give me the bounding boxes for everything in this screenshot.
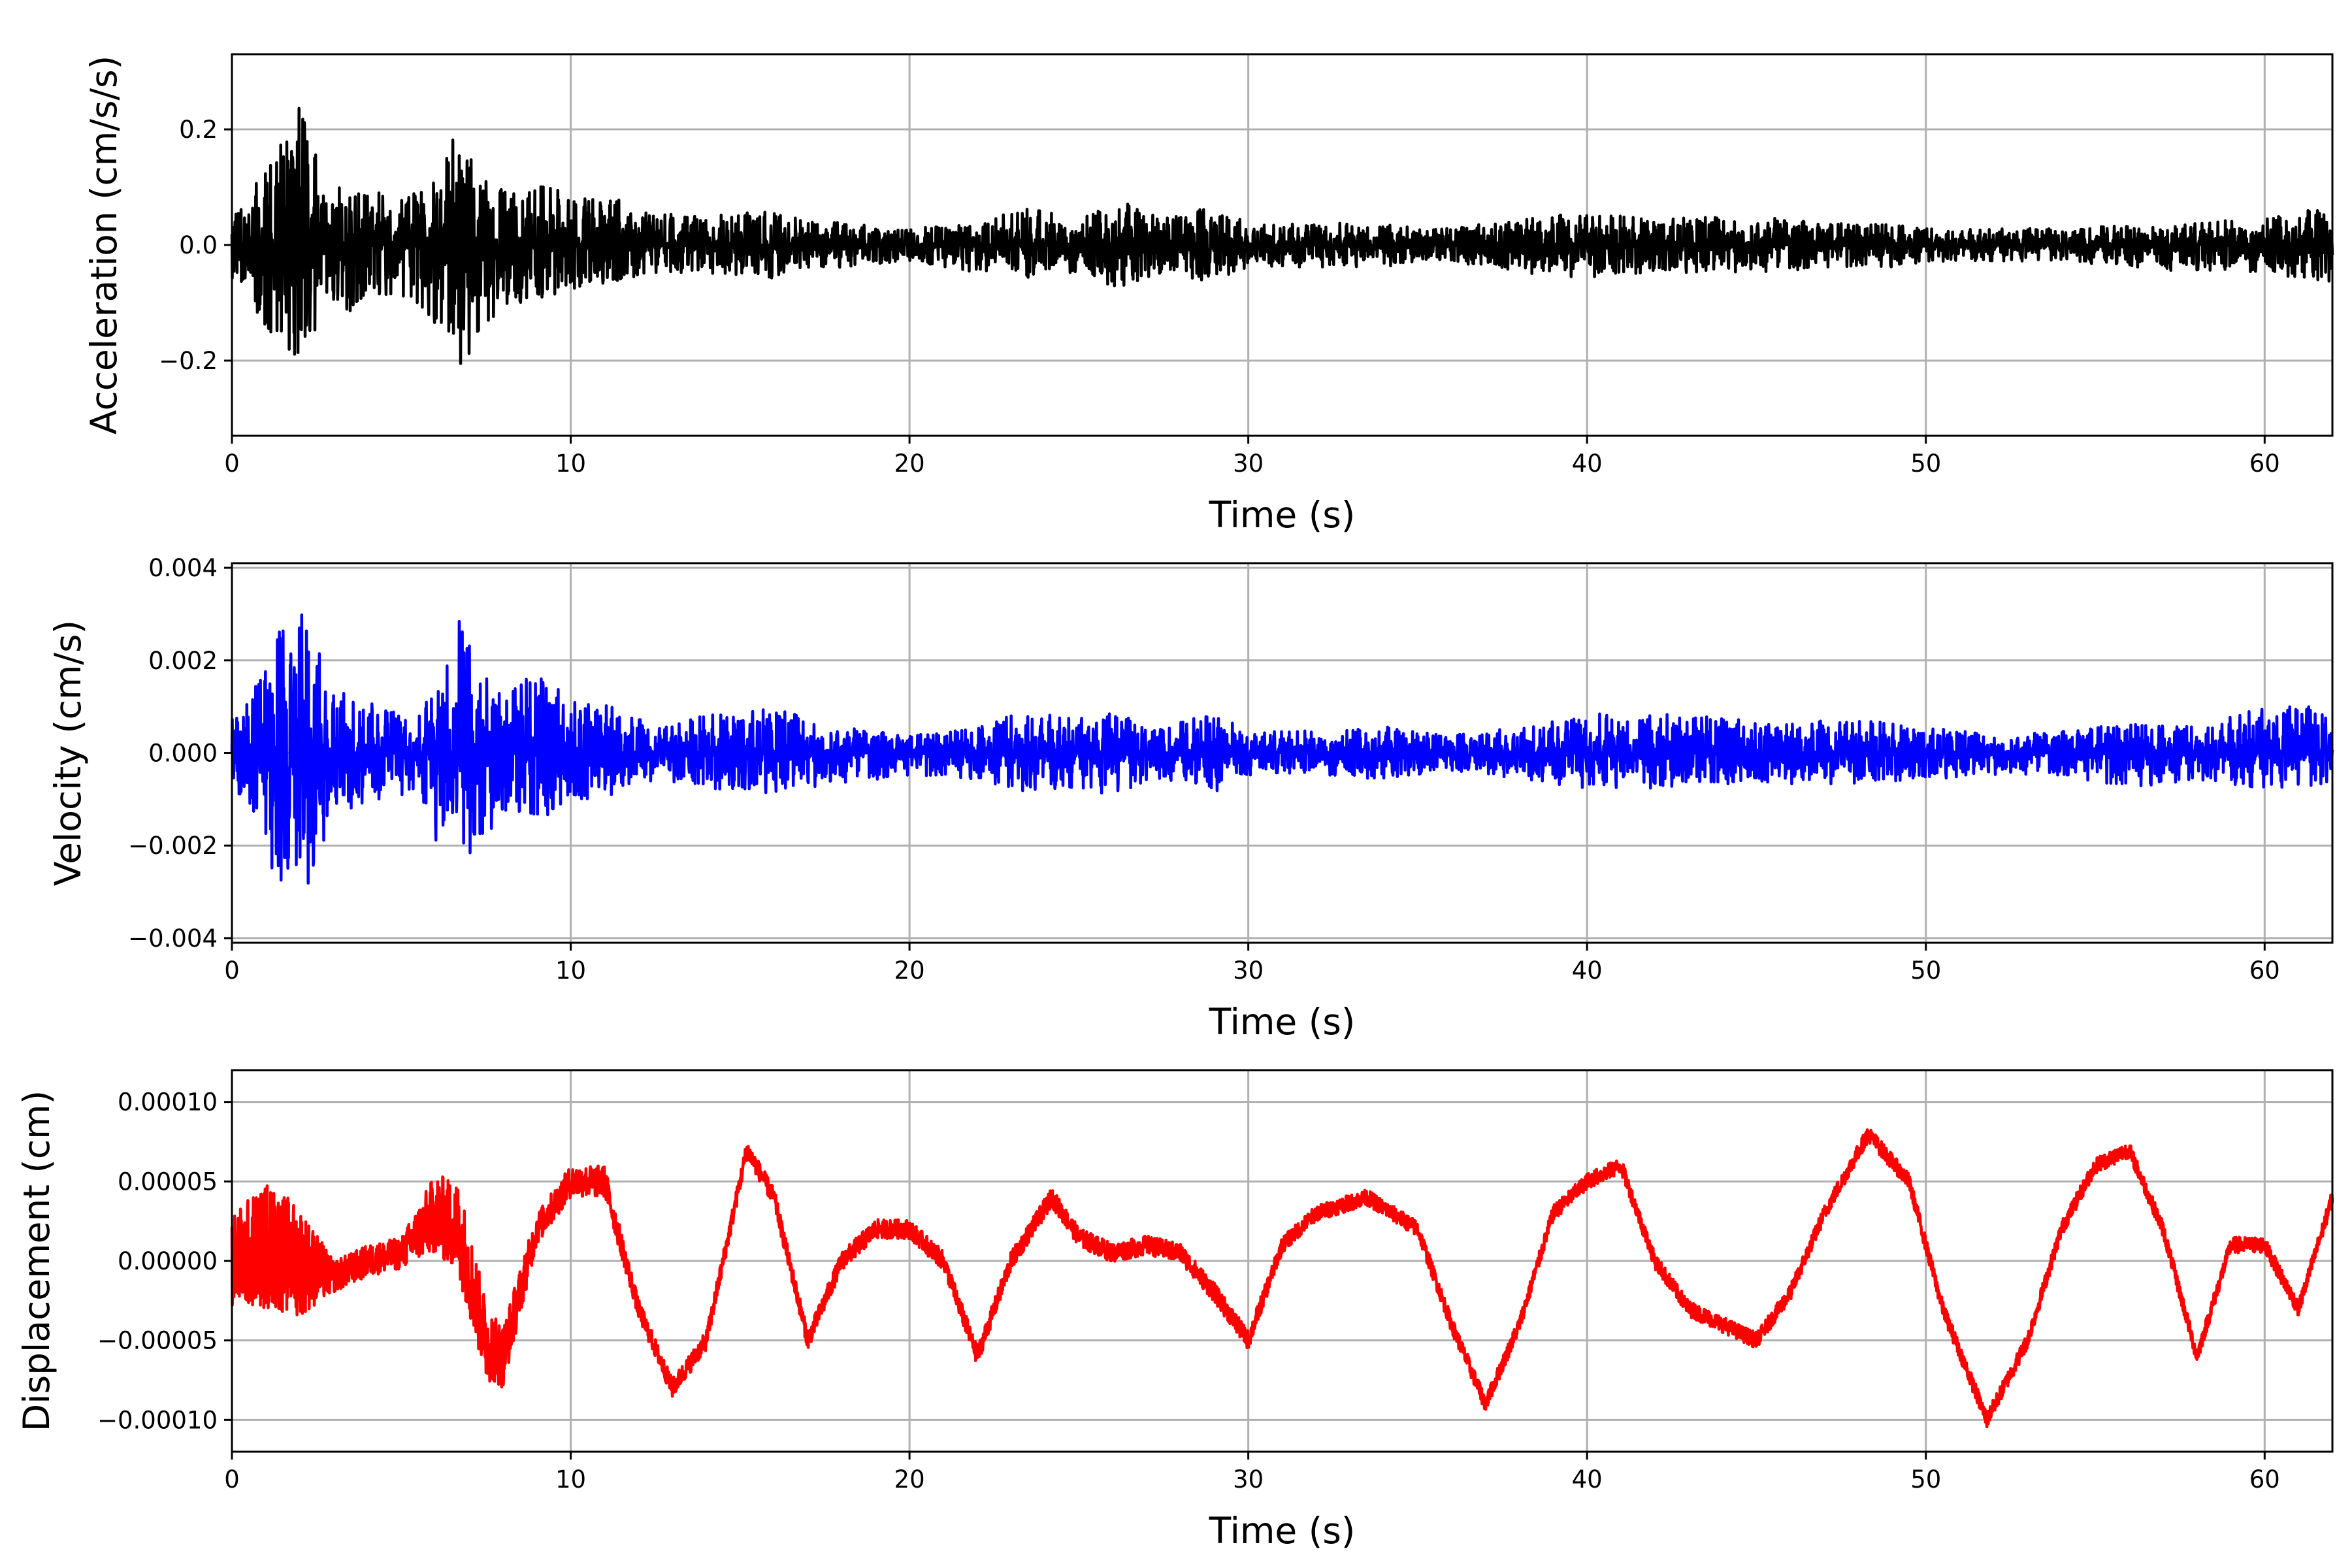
displacement-ytick-label: −0.00010 [97, 1406, 218, 1434]
displacement-xtick-label: 20 [894, 1465, 925, 1494]
acceleration-xtick-label: 50 [1910, 449, 1941, 478]
acceleration-xtick-label: 20 [894, 449, 925, 478]
acceleration-xtick-label: 40 [1572, 449, 1603, 478]
velocity-xtick-label: 20 [894, 956, 925, 985]
displacement-xtick-label: 10 [555, 1465, 586, 1494]
velocity-ytick-label: −0.002 [128, 832, 218, 860]
velocity-xtick-label: 0 [224, 956, 240, 985]
displacement-ytick-label: 0.00005 [118, 1168, 218, 1196]
displacement-xtick-label: 50 [1910, 1465, 1941, 1494]
acceleration-ytick-label: 0.0 [179, 231, 218, 259]
acceleration-y-axis-label: Acceleration (cm/s/s) [83, 56, 125, 434]
displacement-ytick-label: −0.00005 [97, 1327, 218, 1355]
acceleration-xtick-label: 10 [555, 449, 586, 478]
velocity-xtick-label: 40 [1572, 956, 1603, 985]
velocity-ytick-label: 0.004 [148, 554, 218, 582]
velocity-ytick-label: 0.002 [148, 647, 218, 675]
displacement-xtick-label: 40 [1572, 1465, 1603, 1494]
velocity-y-axis-label: Velocity (cm/s) [47, 620, 89, 886]
displacement-trace [230, 1128, 2334, 1429]
displacement-xtick-label: 0 [224, 1465, 240, 1494]
displacement-x-axis-label: Time (s) [1209, 1510, 1356, 1552]
acceleration-panel: 0 10 20 30 40 50 60 −0.2 0.0 0.2 Time (s) Accelerat… [83, 53, 2334, 536]
acceleration-ytick-label: 0.2 [179, 116, 218, 144]
velocity-ytick-label: 0.000 [148, 740, 218, 768]
velocity-panel: 0 10 20 30 40 50 60 −0.004 −0.002 0.000 0.002 0.004… [47, 554, 2334, 1043]
displacement-ytick-label: 0.00010 [118, 1088, 218, 1117]
velocity-xtick-label: 10 [555, 956, 586, 985]
acceleration-xtick-label: 30 [1233, 449, 1264, 478]
velocity-x-axis-label: Time (s) [1209, 1001, 1356, 1043]
displacement-ytick-label: 0.00000 [118, 1247, 218, 1275]
displacement-xtick-label: 30 [1233, 1465, 1264, 1494]
displacement-xtick-label: 60 [2249, 1465, 2280, 1494]
acceleration-ytick-label: −0.2 [159, 347, 218, 375]
displacement-y-axis-label: Displacement (cm) [16, 1090, 57, 1431]
acceleration-xtick-label: 0 [224, 449, 240, 478]
acceleration-xtick-label: 60 [2249, 449, 2280, 478]
acceleration-trace [230, 106, 2334, 365]
velocity-xtick-label: 50 [1910, 956, 1941, 985]
velocity-xtick-label: 60 [2249, 956, 2280, 985]
velocity-ytick-label: −0.004 [128, 924, 218, 953]
acceleration-x-axis-label: Time (s) [1209, 494, 1356, 536]
displacement-panel: 0 10 20 30 40 50 60 −0.00010 −0.00005 0.00000 0.00… [16, 1069, 2334, 1552]
velocity-xtick-label: 30 [1233, 956, 1264, 985]
velocity-trace [230, 613, 2334, 885]
